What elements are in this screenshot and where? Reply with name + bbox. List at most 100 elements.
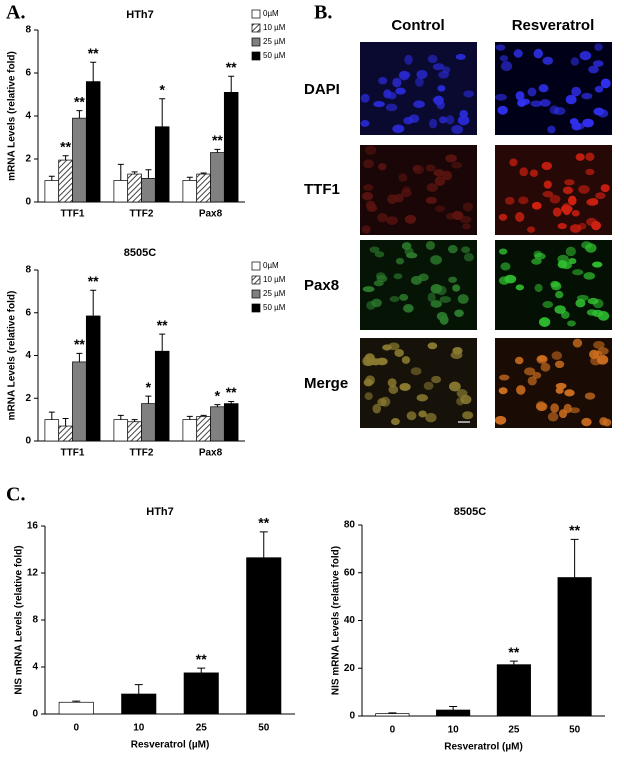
nucleus [427, 54, 438, 64]
nucleus [362, 286, 375, 293]
nucleus [549, 194, 561, 204]
nucleus [551, 351, 563, 360]
bar [210, 406, 225, 442]
nucleus [439, 296, 452, 303]
nucleus [585, 168, 595, 176]
nucleus [572, 338, 583, 348]
nucleus [388, 385, 399, 394]
significance: ** [508, 644, 519, 660]
x-tick-label: Pax8 [199, 448, 223, 459]
y-tick-label: 6 [25, 307, 31, 318]
nucleus [527, 87, 537, 97]
nucleus [515, 212, 525, 223]
nucleus [542, 56, 554, 65]
legend-label: 10 µM [263, 275, 286, 284]
nucleus [399, 293, 409, 301]
nucleus [394, 348, 404, 357]
nucleus [425, 240, 436, 250]
nucleus [578, 185, 590, 194]
error-bar [388, 712, 397, 714]
error-bar [134, 684, 143, 695]
bar [85, 81, 101, 203]
nucleus [375, 272, 386, 280]
nucleus [581, 417, 592, 427]
nucleus [594, 43, 603, 51]
nucleus [427, 342, 438, 350]
nucleus [401, 356, 411, 364]
nucleus [578, 222, 587, 230]
significance: ** [258, 515, 269, 531]
y-tick-label: 0 [32, 709, 38, 720]
nucleus [592, 60, 604, 67]
nucleus [572, 269, 584, 276]
nucleus [564, 179, 575, 186]
x-tick-label: TTF1 [61, 448, 85, 459]
nucleus [564, 389, 575, 397]
nucleus [571, 210, 580, 217]
nucleus [430, 255, 443, 265]
nucleus [452, 284, 461, 292]
nucleus [364, 392, 373, 401]
nucleus [498, 387, 508, 395]
nucleus [410, 275, 423, 285]
significance: * [146, 379, 152, 395]
bar [141, 403, 156, 442]
nucleus [372, 403, 382, 414]
nucleus [595, 192, 606, 200]
nucleus [563, 403, 572, 414]
nucleus [364, 145, 377, 155]
nucleus [378, 163, 387, 171]
error-bar [228, 400, 235, 404]
nucleus [565, 246, 576, 257]
y-tick-label: 16 [27, 521, 39, 532]
y-tick-label: 4 [32, 662, 38, 673]
nucleus [460, 394, 472, 405]
nucleus [454, 309, 464, 317]
nucleus [430, 283, 443, 294]
row-label: Pax8 [304, 277, 339, 294]
error-bar [214, 148, 221, 153]
nucleus [531, 258, 542, 265]
significance: * [159, 82, 165, 98]
x-tick-label: TTF1 [61, 209, 85, 220]
nucleus [391, 418, 400, 426]
nucleus [387, 378, 397, 388]
nucleus [373, 101, 385, 108]
bar [44, 180, 60, 203]
error-bar [159, 98, 166, 127]
error-bar [90, 289, 97, 316]
nucleus [433, 169, 445, 177]
nucleus [403, 303, 414, 313]
nucleus [524, 367, 536, 376]
nucleus [509, 158, 518, 167]
error-bar [214, 404, 221, 407]
y-tick-label: 2 [25, 393, 31, 404]
bar [182, 180, 198, 203]
nucleus [363, 184, 374, 191]
bar [183, 672, 219, 715]
panel-label: A. [6, 2, 25, 24]
nucleus [360, 120, 370, 127]
nucleus [415, 77, 424, 87]
nucleus [586, 198, 599, 206]
nucleus [410, 367, 422, 376]
bar [141, 178, 156, 203]
error-bar [197, 667, 206, 673]
y-tick-label: 0 [25, 197, 31, 208]
nucleus [433, 95, 444, 106]
nucleus [395, 87, 406, 95]
nucleus [401, 242, 412, 250]
nucleus [376, 357, 388, 366]
x-tick-label: 10 [448, 725, 460, 736]
nucleus [426, 182, 438, 192]
nucleus [555, 382, 567, 390]
nucleus [448, 276, 458, 283]
nucleus [463, 253, 474, 262]
y-tick-label: 40 [344, 615, 356, 626]
nucleus [457, 115, 470, 126]
y-tick-label: 2 [25, 154, 31, 165]
nucleus [438, 70, 450, 79]
legend-label: 25 µM [263, 289, 286, 298]
nucleus [439, 315, 449, 325]
